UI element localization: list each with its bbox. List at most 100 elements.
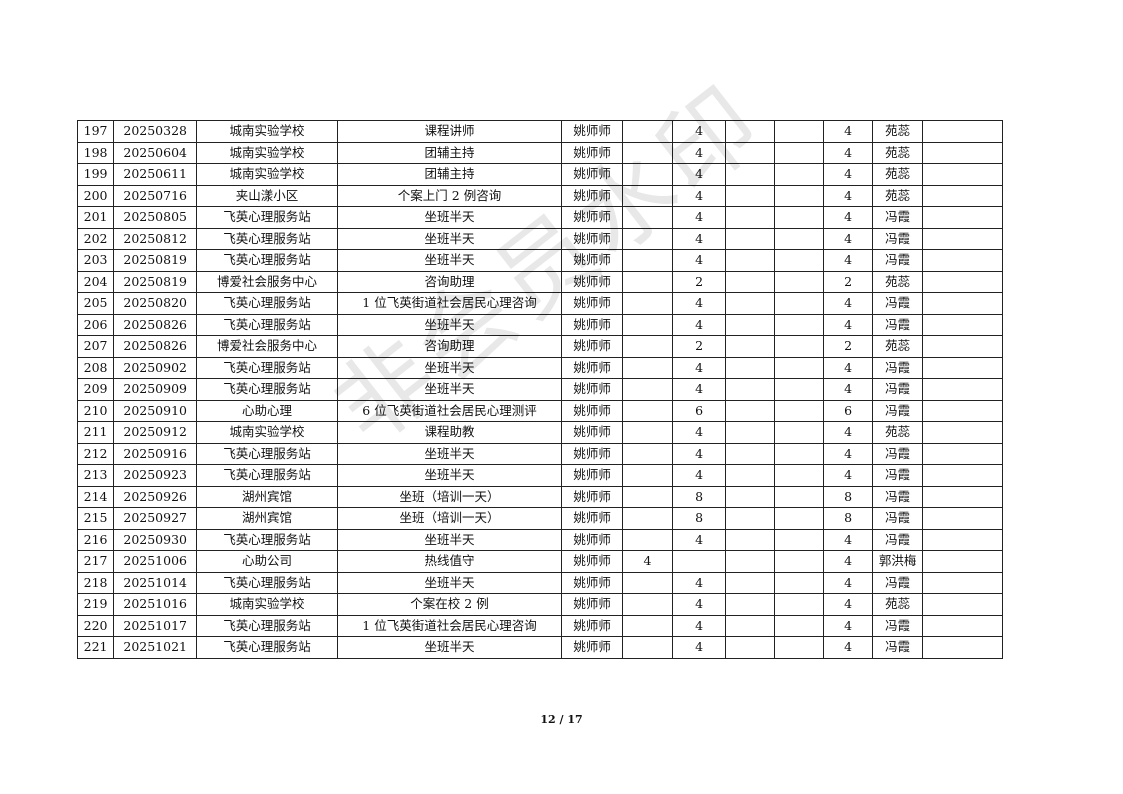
cell-activity: 个案上门 2 例咨询 bbox=[336, 184, 563, 207]
cell-total-hours: 6 bbox=[823, 399, 874, 422]
cell-teacher: 姚师师 bbox=[561, 313, 623, 336]
cell-remarks bbox=[922, 335, 1003, 358]
cell-row-number: 198 bbox=[76, 141, 115, 164]
cell-date: 20250819 bbox=[113, 270, 198, 293]
cell-location: 飞英心理服务站 bbox=[196, 227, 338, 250]
table-row: 211 20250912 城南实验学校 课程助教 姚师师 4 4 苑蕊 bbox=[76, 421, 1003, 444]
cell-date: 20250930 bbox=[113, 528, 198, 551]
table-row: 201 20250805 飞英心理服务站 坐班半天 姚师师 4 4 冯霞 bbox=[76, 206, 1003, 229]
cell-col-empty-2 bbox=[774, 464, 825, 487]
cell-date: 20250328 bbox=[113, 120, 198, 143]
cell-teacher: 姚师师 bbox=[561, 442, 623, 465]
cell-teacher: 姚师师 bbox=[561, 399, 623, 422]
cell-activity: 1 位飞英街道社会居民心理咨询 bbox=[336, 614, 563, 637]
cell-col-hotline-hours bbox=[621, 421, 673, 444]
cell-col-hours: 4 bbox=[671, 227, 727, 250]
cell-col-hours: 6 bbox=[671, 399, 727, 422]
cell-col-empty-2 bbox=[774, 163, 825, 186]
cell-col-empty-2 bbox=[774, 206, 825, 229]
cell-row-number: 207 bbox=[76, 335, 115, 358]
cell-teacher: 姚师师 bbox=[561, 227, 623, 250]
cell-teacher: 姚师师 bbox=[561, 378, 623, 401]
cell-col-empty-1 bbox=[725, 593, 776, 616]
cell-activity: 坐班半天 bbox=[336, 464, 563, 487]
table-row: 213 20250923 飞英心理服务站 坐班半天 姚师师 4 4 冯霞 bbox=[76, 464, 1003, 487]
cell-col-hours: 8 bbox=[671, 485, 727, 508]
cell-row-number: 219 bbox=[76, 593, 115, 616]
cell-location: 飞英心理服务站 bbox=[196, 356, 338, 379]
cell-total-hours: 4 bbox=[823, 249, 874, 272]
cell-total-hours: 4 bbox=[823, 163, 874, 186]
cell-col-hotline-hours bbox=[621, 485, 673, 508]
cell-activity: 坐班半天 bbox=[336, 442, 563, 465]
cell-location: 飞英心理服务站 bbox=[196, 313, 338, 336]
cell-col-empty-2 bbox=[774, 421, 825, 444]
cell-col-hours: 4 bbox=[671, 292, 727, 315]
cell-remarks bbox=[922, 399, 1003, 422]
cell-col-empty-1 bbox=[725, 464, 776, 487]
cell-activity: 坐班半天 bbox=[336, 249, 563, 272]
cell-col-hotline-hours bbox=[621, 270, 673, 293]
cell-activity: 坐班半天 bbox=[336, 313, 563, 336]
cell-activity: 团辅主持 bbox=[336, 141, 563, 164]
cell-teacher: 姚师师 bbox=[561, 292, 623, 315]
cell-remarks bbox=[922, 120, 1003, 143]
cell-supervisor: 冯霞 bbox=[872, 313, 924, 336]
cell-remarks bbox=[922, 636, 1003, 659]
cell-activity: 坐班半天 bbox=[336, 356, 563, 379]
cell-location: 城南实验学校 bbox=[196, 421, 338, 444]
cell-activity: 坐班半天 bbox=[336, 227, 563, 250]
cell-total-hours: 4 bbox=[823, 442, 874, 465]
cell-total-hours: 2 bbox=[823, 270, 874, 293]
cell-row-number: 206 bbox=[76, 313, 115, 336]
cell-activity: 个案在校 2 例 bbox=[336, 593, 563, 616]
cell-location: 城南实验学校 bbox=[196, 120, 338, 143]
cell-col-hours: 4 bbox=[671, 206, 727, 229]
cell-date: 20250902 bbox=[113, 356, 198, 379]
cell-date: 20250927 bbox=[113, 507, 198, 530]
cell-supervisor: 冯霞 bbox=[872, 292, 924, 315]
cell-col-hotline-hours bbox=[621, 335, 673, 358]
cell-col-hotline-hours bbox=[621, 313, 673, 336]
cell-location: 心助心理 bbox=[196, 399, 338, 422]
cell-location: 飞英心理服务站 bbox=[196, 528, 338, 551]
cell-col-empty-2 bbox=[774, 227, 825, 250]
cell-location: 飞英心理服务站 bbox=[196, 442, 338, 465]
cell-row-number: 197 bbox=[76, 120, 115, 143]
cell-remarks bbox=[922, 464, 1003, 487]
cell-teacher: 姚师师 bbox=[561, 614, 623, 637]
cell-location: 博爱社会服务中心 bbox=[196, 335, 338, 358]
cell-col-hotline-hours bbox=[621, 378, 673, 401]
cell-location: 城南实验学校 bbox=[196, 163, 338, 186]
table-row: 206 20250826 飞英心理服务站 坐班半天 姚师师 4 4 冯霞 bbox=[76, 313, 1003, 336]
cell-row-number: 215 bbox=[76, 507, 115, 530]
cell-total-hours: 4 bbox=[823, 378, 874, 401]
cell-activity: 坐班半天 bbox=[336, 378, 563, 401]
page-number: 12 / 17 bbox=[540, 713, 583, 726]
cell-supervisor: 苑蕊 bbox=[872, 270, 924, 293]
cell-activity: 坐班半天 bbox=[336, 636, 563, 659]
cell-location: 飞英心理服务站 bbox=[196, 571, 338, 594]
cell-activity: 6 位飞英街道社会居民心理测评 bbox=[336, 399, 563, 422]
cell-col-hours: 4 bbox=[671, 593, 727, 616]
cell-supervisor: 苑蕊 bbox=[872, 593, 924, 616]
cell-activity: 课程讲师 bbox=[336, 120, 563, 143]
cell-row-number: 218 bbox=[76, 571, 115, 594]
table-row: 216 20250930 飞英心理服务站 坐班半天 姚师师 4 4 冯霞 bbox=[76, 528, 1003, 551]
cell-total-hours: 4 bbox=[823, 227, 874, 250]
cell-supervisor: 苑蕊 bbox=[872, 335, 924, 358]
cell-total-hours: 4 bbox=[823, 313, 874, 336]
cell-col-hotline-hours bbox=[621, 593, 673, 616]
cell-remarks bbox=[922, 442, 1003, 465]
table-row: 205 20250820 飞英心理服务站 1 位飞英街道社会居民心理咨询 姚师师 4 4 冯霞 bbox=[76, 292, 1003, 315]
table-row: 217 20251006 心助公司 热线值守 姚师师 4 4 郭洪梅 bbox=[76, 550, 1003, 573]
cell-col-empty-2 bbox=[774, 442, 825, 465]
cell-col-hotline-hours bbox=[621, 206, 673, 229]
cell-date: 20250820 bbox=[113, 292, 198, 315]
cell-col-empty-1 bbox=[725, 421, 776, 444]
cell-col-hours: 4 bbox=[671, 356, 727, 379]
cell-remarks bbox=[922, 292, 1003, 315]
cell-activity: 坐班半天 bbox=[336, 528, 563, 551]
cell-total-hours: 4 bbox=[823, 421, 874, 444]
cell-location: 飞英心理服务站 bbox=[196, 249, 338, 272]
